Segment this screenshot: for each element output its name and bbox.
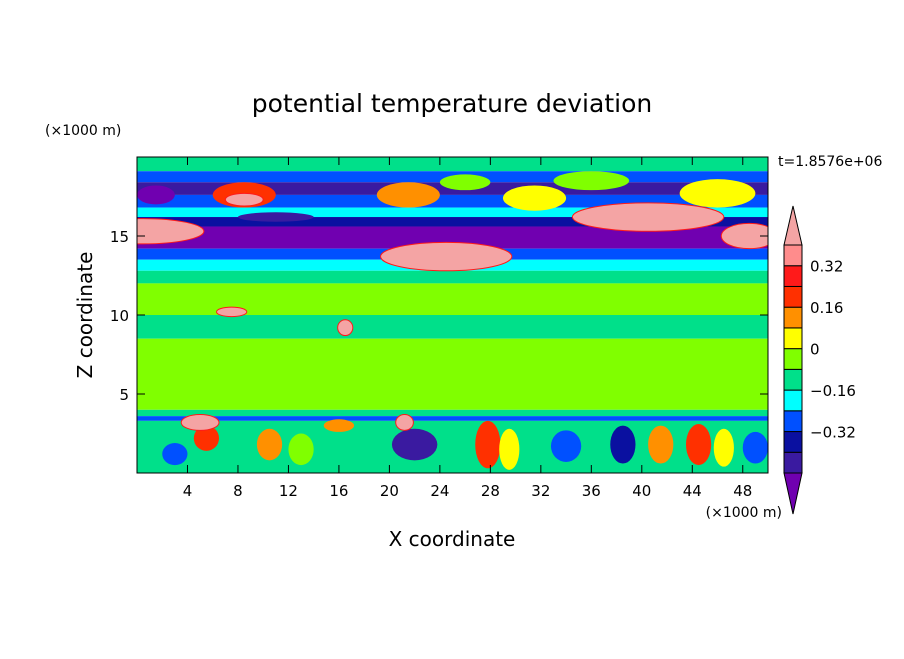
x-tick-label: 8 (233, 482, 243, 500)
colorbar-segment (783, 410, 803, 433)
contour-region (380, 241, 513, 272)
contour-region (553, 171, 630, 191)
contour-region (610, 425, 636, 464)
contour-region (288, 433, 314, 466)
colorbar-segment (783, 265, 803, 287)
colorbar-tick-label: 0 (810, 341, 820, 359)
x-tick-label: 32 (531, 482, 550, 500)
x-tick-label: 4 (183, 482, 193, 500)
colorbar-segment (783, 348, 803, 370)
y-axis-label: Z coordinate (73, 252, 97, 379)
y-unit-label: (×1000 m) (45, 123, 121, 139)
colorbar-segment (783, 368, 803, 391)
contour-band (137, 217, 768, 227)
contour-region (648, 425, 674, 464)
plot-area (137, 157, 768, 473)
contour-region (395, 414, 414, 431)
contour-region (180, 414, 220, 431)
colorbar-tick-label: 0.32 (810, 258, 843, 276)
y-tick-label: 15 (110, 228, 129, 246)
contour-band (137, 338, 768, 410)
colorbar-lower-arrow (783, 472, 803, 515)
contour-region (323, 419, 355, 432)
x-tick-label: 16 (329, 482, 348, 500)
colorbar-segment (783, 244, 803, 267)
contour-region (193, 425, 220, 451)
contour-region (137, 218, 205, 245)
time-label: t=1.8576e+06 (778, 154, 882, 170)
contour-region (475, 420, 501, 469)
colorbar-segment (783, 389, 803, 412)
contour-region (720, 222, 768, 250)
colorbar-tick-label: 0.16 (810, 299, 843, 317)
colorbar-segment (783, 431, 803, 453)
contour-region (256, 428, 283, 461)
contour-band (137, 420, 768, 473)
contour-band (137, 416, 768, 421)
colorbar-tick-label: −0.16 (810, 382, 856, 400)
contour-region (216, 306, 248, 318)
x-axis-label: X coordinate (389, 527, 516, 551)
contour-region (679, 179, 756, 208)
contour-region (376, 182, 440, 208)
contour-band (137, 157, 768, 172)
x-tick-label: 36 (582, 482, 601, 500)
x-tick-label: 28 (481, 482, 500, 500)
colorbar-segment (783, 451, 803, 474)
contour-region (137, 185, 175, 205)
x-ticks: 4 8 12 16 20 24 28 32 36 40 44 48 (183, 157, 752, 500)
x-tick-label: 12 (279, 482, 298, 500)
contour-band (137, 409, 768, 417)
contour-band (137, 226, 768, 249)
colorbar-upper-arrow (783, 205, 803, 246)
colorbar-segment (783, 285, 803, 308)
contour-region (224, 192, 264, 207)
colorbar-tick-label: −0.32 (810, 424, 856, 442)
x-unit-label: (×1000 m) (706, 505, 782, 521)
contour-region (550, 430, 582, 462)
colorbar: −0.32 −0.16 0 0.16 0.32 (783, 205, 856, 515)
colorbar-segment (783, 327, 803, 350)
x-tick-label: 44 (683, 482, 702, 500)
contour-region (713, 428, 734, 467)
y-tick-label: 10 (110, 307, 129, 325)
contour-region (499, 428, 520, 470)
x-tick-label: 48 (733, 482, 752, 500)
colorbar-segment (783, 306, 803, 329)
y-tick-label: 5 (119, 386, 129, 404)
contour-region (439, 174, 491, 191)
contour-region (502, 185, 567, 211)
y-ticks: 5 10 15 (110, 228, 768, 404)
contour-region (571, 202, 725, 232)
contour-band (137, 315, 768, 339)
x-tick-label: 20 (380, 482, 399, 500)
x-tick-label: 24 (430, 482, 449, 500)
regions-layer (137, 171, 768, 470)
chart-title: potential temperature deviation (252, 89, 652, 118)
contour-region (337, 319, 354, 337)
contour-region (742, 431, 768, 464)
contour-region (685, 424, 712, 466)
x-tick-label: 40 (632, 482, 651, 500)
contour-region (162, 442, 188, 466)
contour-band (137, 207, 768, 218)
contour-region (237, 212, 314, 222)
contour-band (137, 270, 768, 284)
contour-region (391, 428, 438, 461)
